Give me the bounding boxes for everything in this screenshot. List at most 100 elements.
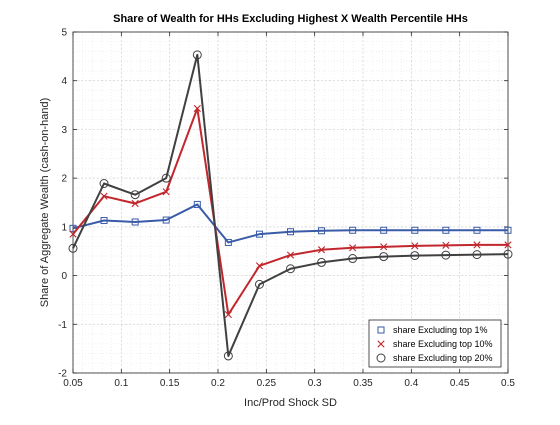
data-point — [161, 173, 171, 183]
data-point — [473, 241, 481, 249]
data-point — [130, 190, 140, 200]
marker-stroke — [193, 104, 201, 113]
legend-box — [368, 319, 502, 368]
data-point — [441, 250, 451, 260]
legend-marker — [377, 326, 385, 334]
marker-stroke — [411, 242, 419, 250]
x-tick-label: 0.25 — [257, 378, 277, 389]
series-2 — [69, 104, 512, 319]
legend-item-1: share Excluding top 1% — [377, 325, 488, 335]
data-point — [349, 244, 357, 252]
y-tick-label: 1 — [61, 222, 67, 233]
y-tick-label: 3 — [61, 125, 67, 136]
y-tick-label: -2 — [58, 369, 67, 380]
x-tick-label: 0.5 — [501, 378, 515, 389]
marker-stroke — [473, 241, 481, 249]
data-point — [411, 242, 419, 250]
marker-stroke — [380, 243, 388, 251]
data-point — [69, 224, 77, 232]
legend-marker — [377, 340, 385, 348]
data-point — [254, 279, 264, 289]
marker-stroke — [504, 241, 512, 249]
marker-stroke — [286, 251, 295, 259]
data-point — [504, 226, 512, 234]
data-point — [349, 226, 357, 234]
y-tick-label: 5 — [61, 28, 67, 39]
data-point — [472, 250, 482, 260]
axis-ticks: 0.05 0.1 0.15 0.2 0.25 0.3 0.35 0.4 0.45 0.5 -2 -1 0… — [58, 28, 515, 390]
y-tick-label: 0 — [61, 271, 67, 282]
marker-stroke — [317, 246, 326, 254]
data-point — [411, 226, 419, 234]
data-point — [100, 192, 108, 200]
data-point — [255, 230, 263, 238]
legend: share Excluding top 1% share Excluding to… — [368, 319, 502, 368]
series-3 — [68, 50, 513, 361]
y-axis-label: Share of Aggregate Wealth (cash-on-hand) — [39, 98, 51, 308]
series-line — [72, 53, 509, 357]
data-point — [442, 241, 450, 249]
data-point — [379, 252, 389, 262]
data-point — [255, 262, 264, 270]
data-point — [504, 241, 512, 249]
legend-label: share Excluding top 10% — [393, 339, 493, 349]
data-point — [131, 199, 139, 208]
data-point — [317, 257, 327, 267]
x-tick-label: 0.1 — [114, 378, 128, 389]
legend-label: share Excluding top 1% — [393, 325, 488, 335]
plot-area-frame — [72, 31, 509, 374]
data-point — [317, 246, 326, 254]
data-point — [473, 226, 481, 234]
data-point — [162, 216, 170, 224]
data-point — [162, 188, 170, 196]
x-tick-label: 0.2 — [211, 378, 225, 389]
x-tick-label: 0.05 — [63, 378, 83, 389]
legend-label: share Excluding top 20% — [393, 353, 493, 363]
marker-stroke — [377, 340, 385, 348]
marker-stroke — [442, 241, 450, 249]
series-1 — [69, 200, 512, 246]
data-point — [100, 217, 108, 225]
marker-stroke — [69, 230, 77, 238]
data-point — [131, 218, 139, 226]
x-tick-label: 0.4 — [404, 378, 418, 389]
x-tick-label: 0.35 — [353, 378, 373, 389]
x-tick-label: 0.45 — [450, 378, 470, 389]
data-point — [380, 243, 388, 251]
data-point — [503, 249, 513, 259]
data-point — [318, 227, 326, 235]
data-point — [348, 254, 358, 264]
marker-stroke — [162, 188, 170, 196]
marker-stroke — [224, 310, 232, 319]
data-point — [193, 200, 201, 208]
data-point — [99, 179, 109, 189]
chart-title: Share of Wealth for HHs Excluding Highes… — [113, 13, 468, 25]
x-axis-label: Inc/Prod Shock SD — [244, 397, 337, 409]
data-point — [224, 238, 232, 246]
marker-stroke — [255, 262, 264, 270]
data-point — [287, 228, 294, 236]
data-point — [286, 264, 295, 274]
data-point — [69, 230, 77, 238]
x-tick-label: 0.3 — [308, 378, 322, 389]
legend-item-2: share Excluding top 10% — [377, 339, 493, 349]
marker-stroke — [349, 244, 357, 252]
y-tick-label: 4 — [61, 76, 67, 87]
series-line — [72, 203, 508, 244]
data-point — [410, 251, 420, 261]
data-point — [224, 310, 232, 319]
data-point — [442, 226, 450, 234]
data-point — [286, 251, 295, 259]
y-tick-label: 2 — [61, 174, 67, 185]
data-point — [380, 226, 388, 234]
x-tick-label: 0.15 — [160, 378, 180, 389]
legend-marker — [376, 353, 386, 363]
data-point — [193, 104, 201, 113]
data-point — [223, 351, 233, 361]
series-group — [68, 50, 513, 361]
legend-item-3: share Excluding top 20% — [376, 353, 493, 363]
y-tick-label: -1 — [58, 320, 67, 331]
marker-stroke — [100, 192, 108, 200]
